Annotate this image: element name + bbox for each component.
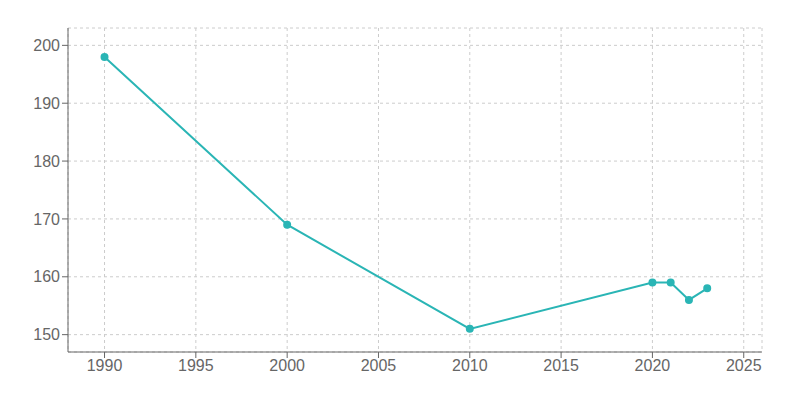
svg-text:2015: 2015	[543, 357, 579, 374]
svg-text:1995: 1995	[178, 357, 214, 374]
svg-text:200: 200	[33, 37, 60, 54]
svg-text:190: 190	[33, 95, 60, 112]
svg-text:170: 170	[33, 211, 60, 228]
svg-text:2020: 2020	[635, 357, 671, 374]
svg-text:2005: 2005	[361, 357, 397, 374]
svg-text:2025: 2025	[726, 357, 762, 374]
svg-text:1990: 1990	[87, 357, 123, 374]
svg-text:150: 150	[33, 326, 60, 343]
svg-text:2000: 2000	[269, 357, 305, 374]
svg-text:160: 160	[33, 268, 60, 285]
svg-text:2010: 2010	[452, 357, 488, 374]
svg-text:180: 180	[33, 153, 60, 170]
